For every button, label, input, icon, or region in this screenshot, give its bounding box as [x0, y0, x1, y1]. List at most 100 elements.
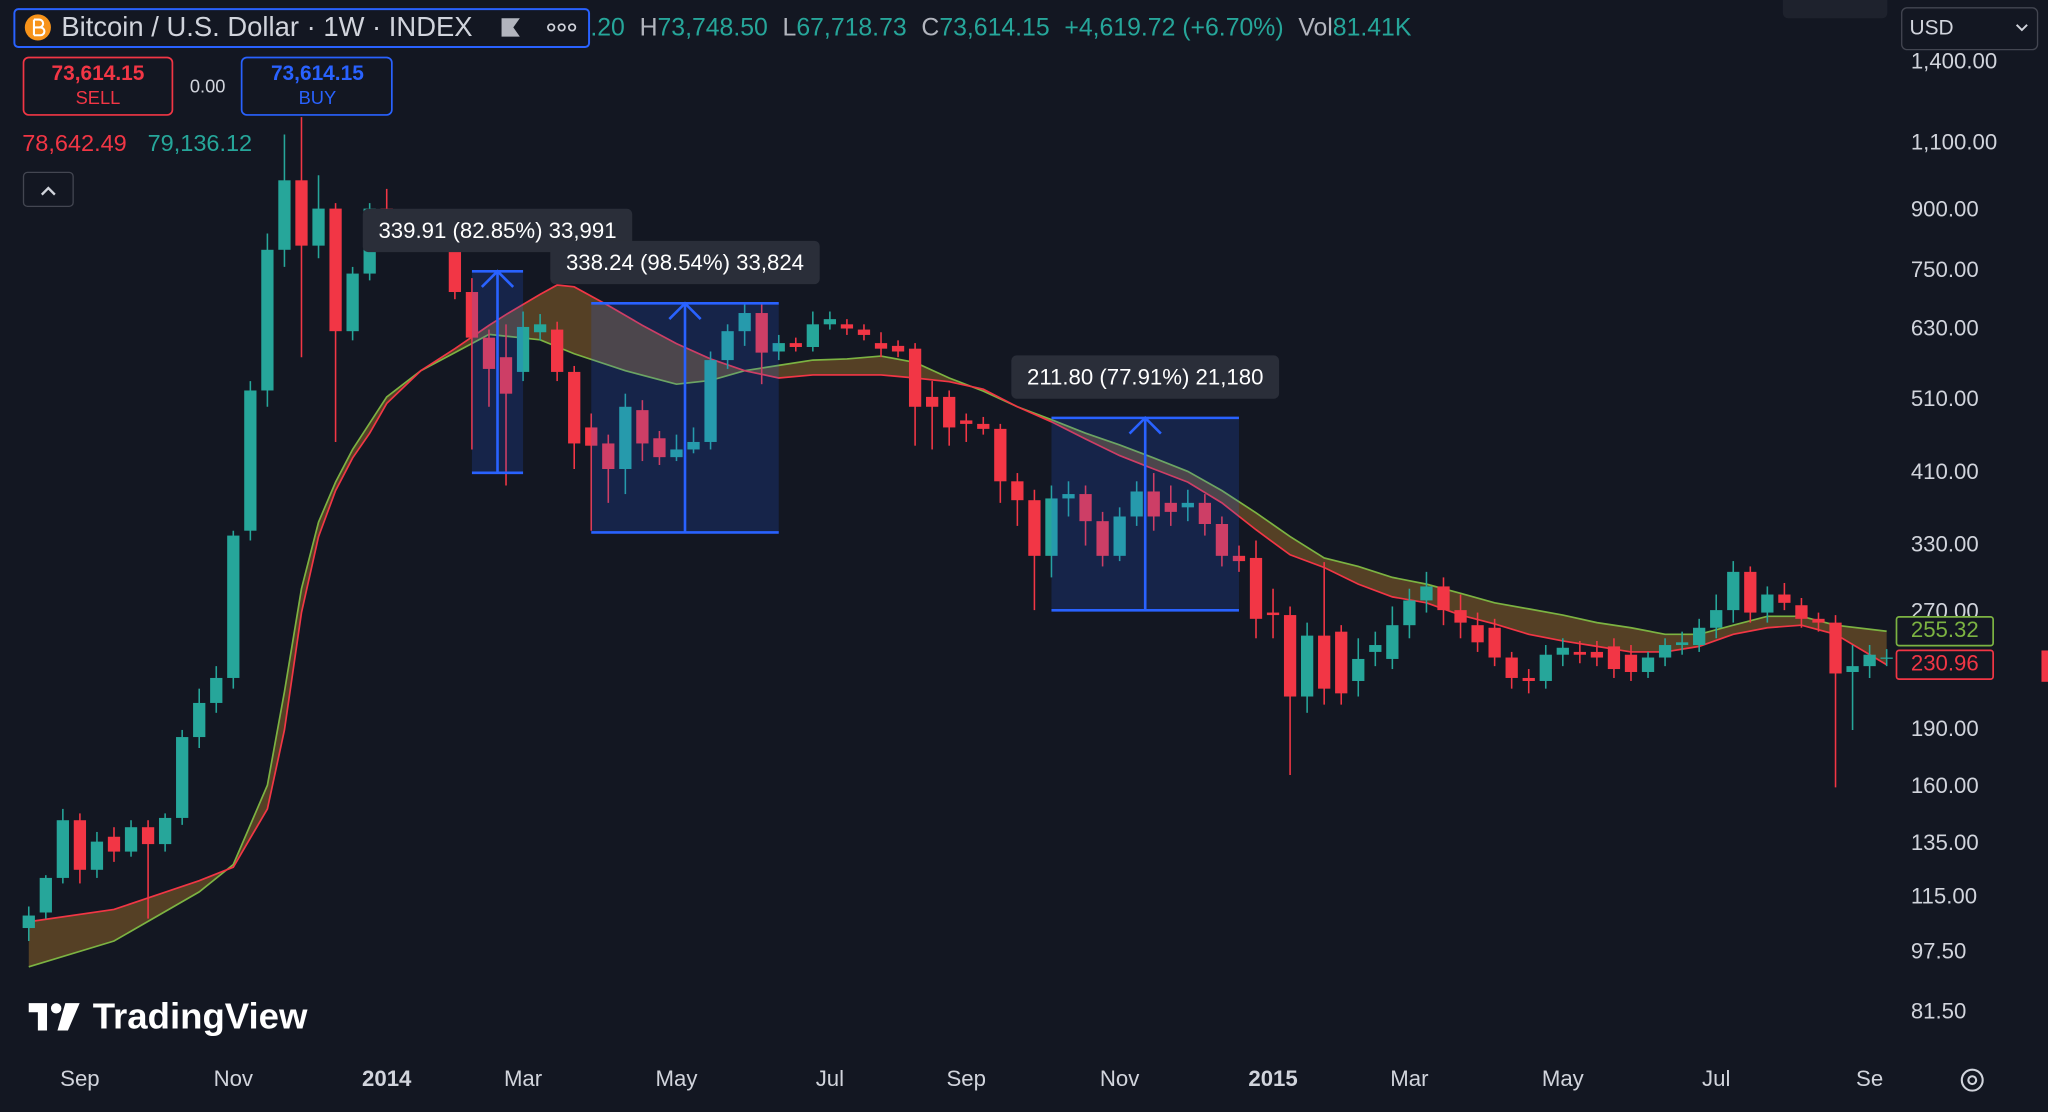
flag-icon[interactable] — [501, 18, 520, 37]
candle-body — [960, 420, 973, 424]
candle-body — [1096, 521, 1109, 556]
candle-body — [1437, 586, 1450, 611]
candle-body — [90, 841, 104, 870]
candle-body — [755, 313, 768, 353]
symbol-box[interactable] — [13, 8, 591, 48]
candle-body — [636, 410, 649, 444]
candle-body — [585, 427, 598, 446]
buy-label: BUY — [299, 87, 337, 108]
y-tick-label: 410.00 — [1911, 459, 1979, 484]
candle-body — [227, 535, 240, 678]
candle-body — [1624, 654, 1638, 672]
candle-body — [1045, 498, 1058, 556]
close-value: 73,614.15 — [939, 14, 1049, 41]
candle-body — [176, 737, 189, 818]
candle-body — [619, 406, 632, 470]
candle-body — [22, 915, 35, 929]
currency-dropdown[interactable] — [1901, 7, 2039, 51]
dot — [547, 23, 556, 32]
spread: 0.00 — [190, 75, 226, 96]
price-label: 230.96 — [1911, 651, 1979, 676]
candle-body — [806, 324, 819, 347]
candle-body — [1335, 631, 1348, 694]
candle-body — [158, 817, 172, 845]
y-tick-label: 1,100.00 — [1911, 129, 1997, 154]
gear-ring — [1960, 1068, 1984, 1092]
x-tick-label: 2015 — [1248, 1066, 1297, 1091]
candle-body — [312, 208, 325, 246]
candle-body — [1744, 571, 1757, 613]
caret-icon — [40, 186, 56, 196]
logo-text: TradingView — [93, 995, 308, 1036]
y-tick-label: 630.00 — [1911, 315, 1979, 340]
dot — [557, 23, 566, 32]
candle-body — [1232, 555, 1246, 562]
candle-body — [499, 357, 513, 394]
candle-body — [465, 292, 479, 338]
sell-button[interactable] — [22, 56, 174, 116]
y-tick-label: 1,400.00 — [1911, 49, 1997, 74]
candle-body — [653, 438, 666, 458]
chevron-icon — [2015, 24, 2028, 32]
candle-body — [994, 428, 1007, 482]
sell-price: 73,614.15 — [52, 62, 145, 85]
candle-body — [56, 820, 69, 878]
candle-body — [1658, 645, 1672, 658]
candle-body — [1283, 615, 1297, 697]
volume-value: 81.41K — [1333, 14, 1412, 41]
candle-body — [1420, 586, 1433, 601]
x-tick-label: Mar — [504, 1066, 543, 1091]
candle-body — [1488, 627, 1501, 658]
symbol-title: Bitcoin / U.S. Dollar · 1W · INDEX — [61, 11, 472, 42]
candle-body — [107, 836, 121, 852]
currency: USD — [1910, 16, 1954, 39]
candle-body — [1011, 481, 1024, 501]
y-tick-label: 97.50 — [1911, 939, 1967, 964]
toolbar-stub[interactable] — [1782, 0, 1888, 19]
candle-body — [1028, 500, 1041, 556]
candle-body — [772, 343, 785, 352]
y-tick-label: 510.00 — [1911, 386, 1979, 411]
candle-body — [1675, 642, 1689, 646]
measure-arrow — [1128, 416, 1162, 435]
edge-marker — [2041, 650, 2048, 682]
logo-mark — [28, 1003, 48, 1031]
ma-line — [28, 284, 1888, 923]
low-key: L — [783, 14, 797, 41]
y-tick-label: 750.00 — [1911, 257, 1979, 282]
dot — [567, 23, 577, 32]
candle-body — [1164, 502, 1177, 512]
candle-body — [551, 329, 564, 372]
candle-body — [704, 360, 717, 442]
price-label: 255.32 — [1911, 617, 1979, 642]
candle-body — [789, 343, 802, 347]
logo-slash — [57, 1003, 80, 1031]
open-fragment: .20 — [590, 14, 624, 41]
buy-button[interactable] — [240, 56, 393, 116]
candle-body — [670, 449, 683, 458]
candle-body — [857, 329, 871, 335]
candle-body — [261, 249, 274, 391]
candle-body — [516, 326, 530, 372]
settings-icon[interactable] — [1960, 1068, 1984, 1092]
candle-body — [1300, 635, 1314, 697]
candle-body — [1079, 494, 1092, 522]
candle-body — [124, 827, 138, 852]
measure-label: 338.24 (98.54%) 33,824 — [550, 240, 820, 285]
ma-line — [28, 333, 1887, 968]
measure-label-box — [1011, 355, 1280, 399]
candle-body — [602, 443, 615, 470]
candle-body — [1062, 494, 1075, 499]
x-tick-label: Sep — [60, 1066, 99, 1091]
sell-label: SELL — [76, 87, 121, 108]
candle-body — [1693, 627, 1706, 646]
candle-body — [210, 677, 223, 703]
more-icon[interactable] — [547, 23, 577, 32]
logo-dot — [50, 1003, 62, 1014]
candle-body — [926, 396, 939, 407]
candle-body — [1812, 618, 1825, 623]
candle-body — [329, 208, 342, 332]
volume-key: Vol — [1298, 14, 1332, 41]
ohlc-legend: .20 H73,748.50 L67,718.73 C73,614.15 +4,… — [590, 14, 1411, 41]
